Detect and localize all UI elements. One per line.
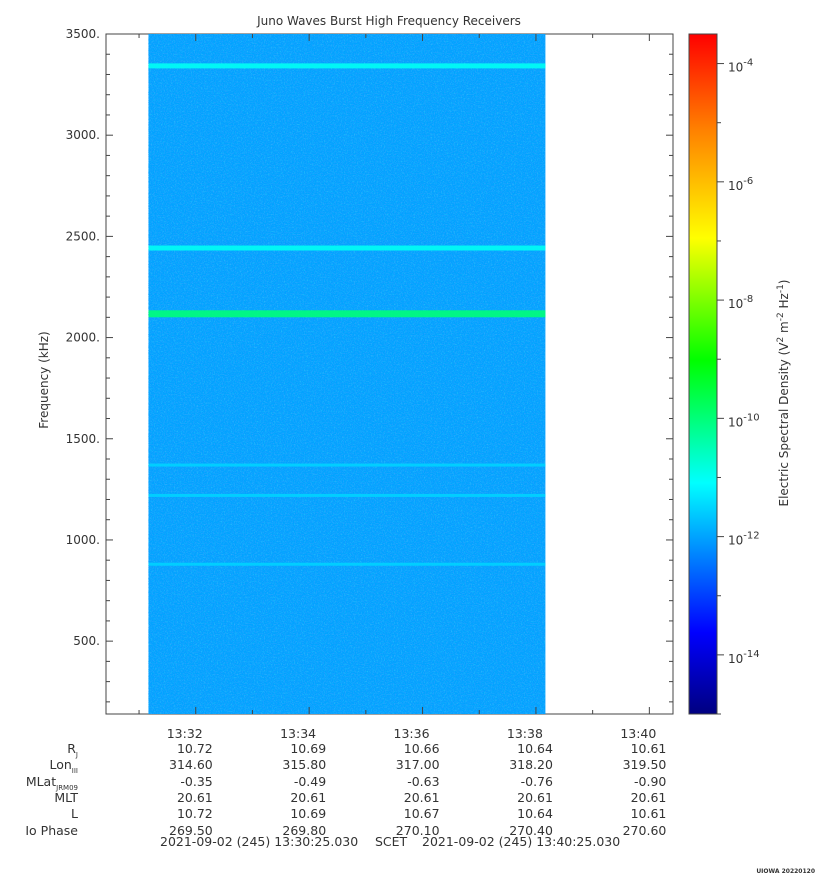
- ephemeris-value: -0.76: [520, 773, 553, 789]
- emission-line: [148, 562, 546, 566]
- y-tick-label: 2000.: [66, 331, 100, 345]
- y-tick-label: 500.: [73, 634, 100, 648]
- ephemeris-value: 10.72: [176, 741, 213, 756]
- ephemeris-value: 10.61: [630, 741, 667, 756]
- ephemeris-value: 270.60: [622, 822, 667, 838]
- ephemeris-value: 270.10: [395, 822, 440, 838]
- footer-end-time: 2021-09-02 (245) 13:40:25.030: [422, 834, 621, 849]
- ephemeris-value: 10.64: [517, 741, 553, 756]
- ephemeris-value: -0.63: [407, 773, 440, 789]
- ephemeris-value: 269.50: [169, 822, 213, 838]
- footer-time-frame: SCET: [375, 834, 408, 849]
- ephemeris-value: -0.35: [180, 773, 213, 789]
- x-tick-label: 13:32: [167, 726, 203, 741]
- colorbar-tick-label: 10-8: [728, 294, 753, 311]
- ephemeris-value: 269.80: [282, 822, 327, 838]
- x-axis: 13:32 13:34 13:36 13:38 13:40: [138, 34, 656, 741]
- ephemeris-value: 270.40: [509, 822, 553, 838]
- footer-start-time: 2021-09-02 (245) 13:30:25.030: [160, 834, 359, 849]
- ephemeris-value: -0.49: [293, 773, 327, 789]
- ephemeris-row-label: MLatJRM09: [25, 773, 78, 792]
- emission-line: [148, 63, 546, 69]
- colorbar-tick-label: 10-6: [728, 176, 753, 193]
- emission-line: [148, 493, 546, 497]
- spectrogram-noise-blue: [148, 34, 546, 714]
- x-tick-label: 13:40: [620, 726, 656, 741]
- ephemeris-value: 20.61: [290, 789, 327, 805]
- y-axis: 500. 1000. 1500. 2000. 2500. 3000. 3500.: [66, 27, 673, 703]
- ephemeris-row-label: Io Phase: [25, 822, 78, 838]
- ephemeris-value: 10.67: [403, 806, 440, 822]
- x-tick-label: 13:38: [507, 726, 543, 741]
- colorbar-tick-label: 10-12: [728, 531, 760, 548]
- ephemeris-row-label: RJ: [67, 741, 78, 759]
- emission-line: [148, 310, 546, 318]
- ephemeris-value: 317.00: [395, 757, 440, 773]
- ephemeris-value: 10.69: [290, 806, 327, 822]
- ephemeris-row-label: LonIII: [49, 757, 78, 776]
- y-tick-label: 1500.: [66, 432, 100, 446]
- colorbar-label: Electric Spectral Density (V2 m-2 Hz-1): [776, 279, 791, 506]
- ephemeris-row-label: L: [71, 806, 78, 822]
- colorbar-tick-label: 10-14: [728, 649, 760, 666]
- ephemeris-value: 10.72: [176, 806, 213, 822]
- spectrogram-data: [148, 34, 546, 714]
- ephemeris-value: 318.20: [509, 757, 553, 773]
- x-tick-label: 13:36: [394, 726, 430, 741]
- y-tick-label: 3000.: [66, 128, 100, 142]
- ephemeris-value: 20.61: [403, 789, 440, 805]
- chart-title: Juno Waves Burst High Frequency Receiver…: [256, 14, 521, 28]
- ephemeris-row-label: MLT: [54, 789, 78, 805]
- ephemeris-value: 10.64: [517, 806, 553, 822]
- y-tick-label: 1000.: [66, 533, 100, 547]
- ephemeris-value: 20.61: [517, 789, 553, 805]
- y-axis-label: Frequency (kHz): [37, 331, 51, 428]
- emission-line: [148, 245, 546, 251]
- colorbar-tick-label: 10-10: [728, 412, 760, 429]
- colorbar-axis: 10-14 10-12 10-10 10-8 10-6 10-4: [717, 58, 760, 715]
- credit-label: UIOWA 20220120: [756, 868, 815, 875]
- ephemeris-value: -0.90: [634, 773, 667, 789]
- ephemeris-value: 20.61: [630, 789, 667, 805]
- ephemeris-value: 10.61: [630, 806, 667, 822]
- ephemeris-value: 10.66: [403, 741, 440, 756]
- ephemeris-value: 319.50: [622, 757, 667, 773]
- emission-line: [148, 463, 546, 467]
- y-tick-label: 3500.: [66, 27, 100, 41]
- ephemeris-value: 315.80: [282, 757, 327, 773]
- colorbar-tick-label: 10-4: [728, 58, 753, 75]
- y-tick-label: 2500.: [66, 229, 100, 243]
- ephemeris-value: 314.60: [169, 757, 213, 773]
- colorbar: [688, 33, 718, 715]
- x-tick-label: 13:34: [280, 726, 316, 741]
- ephemeris-value: 20.61: [176, 789, 213, 805]
- ephemeris-value: 10.69: [290, 741, 327, 756]
